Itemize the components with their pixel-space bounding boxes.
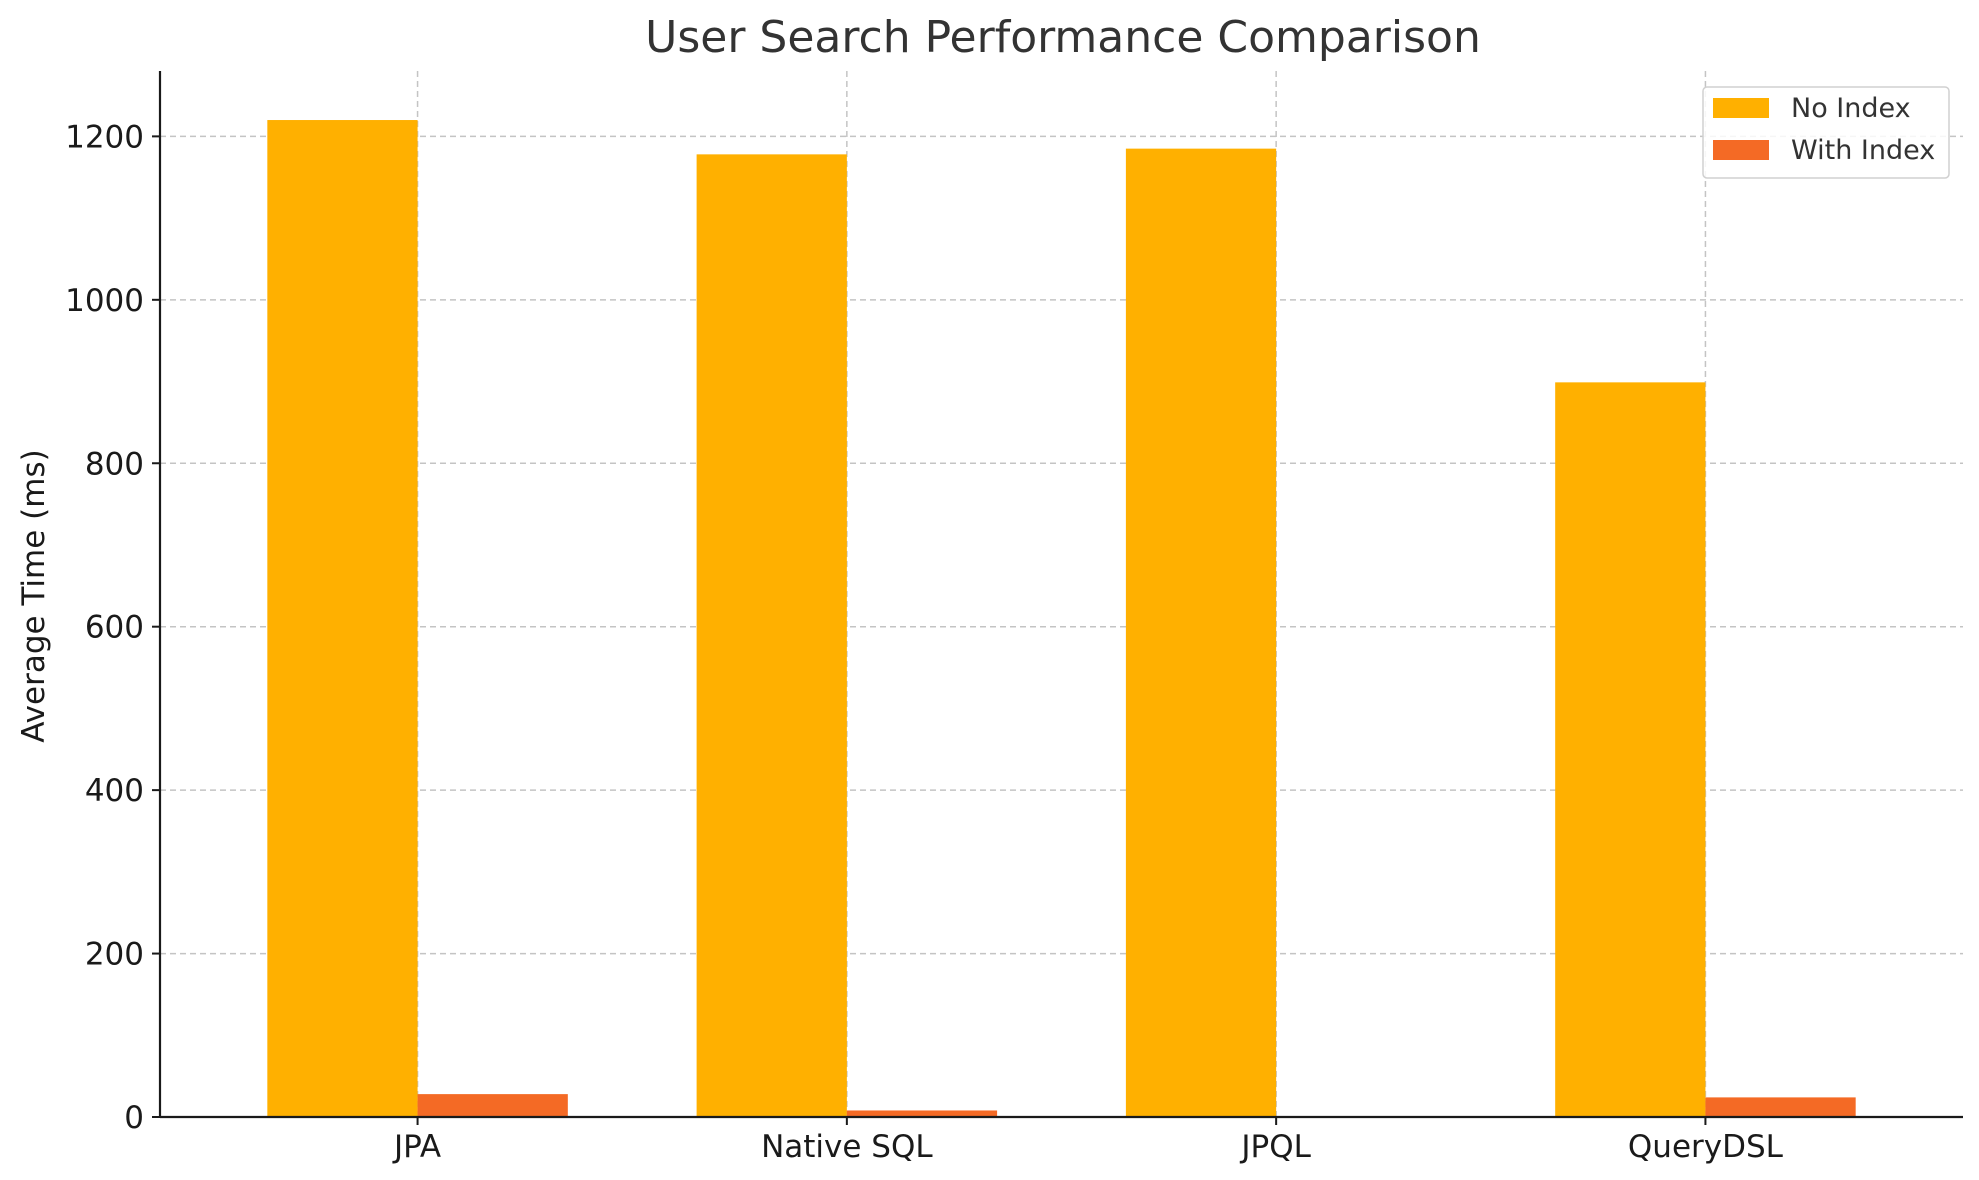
legend-label-with-index: With Index: [1791, 135, 1935, 166]
x-axis-ticks: JPA Native SQL JPQL QueryDSL: [392, 1117, 1784, 1165]
y-tick-label: 1000: [65, 283, 144, 319]
y-tick-label: 400: [85, 773, 144, 809]
x-tick-label: Native SQL: [761, 1129, 933, 1165]
bar-with-index-native-sql: [846, 1110, 998, 1117]
legend: No Index With Index: [1702, 86, 1950, 179]
y-axis-label: Average Time (ms): [16, 449, 52, 742]
legend-label-no-index: No Index: [1791, 93, 1911, 124]
y-tick-label: 800: [85, 446, 144, 482]
bar-no-index-native-sql: [696, 154, 847, 1117]
x-tick-label: JPQL: [1239, 1129, 1311, 1165]
y-tick-label: 200: [85, 937, 144, 973]
x-tick-label: JPA: [392, 1129, 441, 1165]
bar-no-index-jpql: [1125, 148, 1277, 1117]
y-tick-label: 0: [124, 1100, 144, 1136]
bar-no-index-querydsl: [1555, 382, 1706, 1117]
legend-swatch-no-index: [1713, 98, 1769, 118]
bar-no-index-jpa: [267, 120, 418, 1117]
x-tick-label: QueryDSL: [1628, 1129, 1784, 1165]
bar-with-index-jpa: [417, 1094, 568, 1117]
y-tick-label: 1200: [65, 119, 144, 155]
chart-title: User Search Performance Comparison: [645, 12, 1481, 63]
legend-swatch-with-index: [1713, 140, 1769, 160]
bars: [267, 120, 1856, 1117]
bar-with-index-querydsl: [1705, 1097, 1856, 1117]
y-axis-ticks: 0 200 400 600 800 1000 1200: [65, 119, 160, 1136]
y-tick-label: 600: [85, 610, 144, 646]
